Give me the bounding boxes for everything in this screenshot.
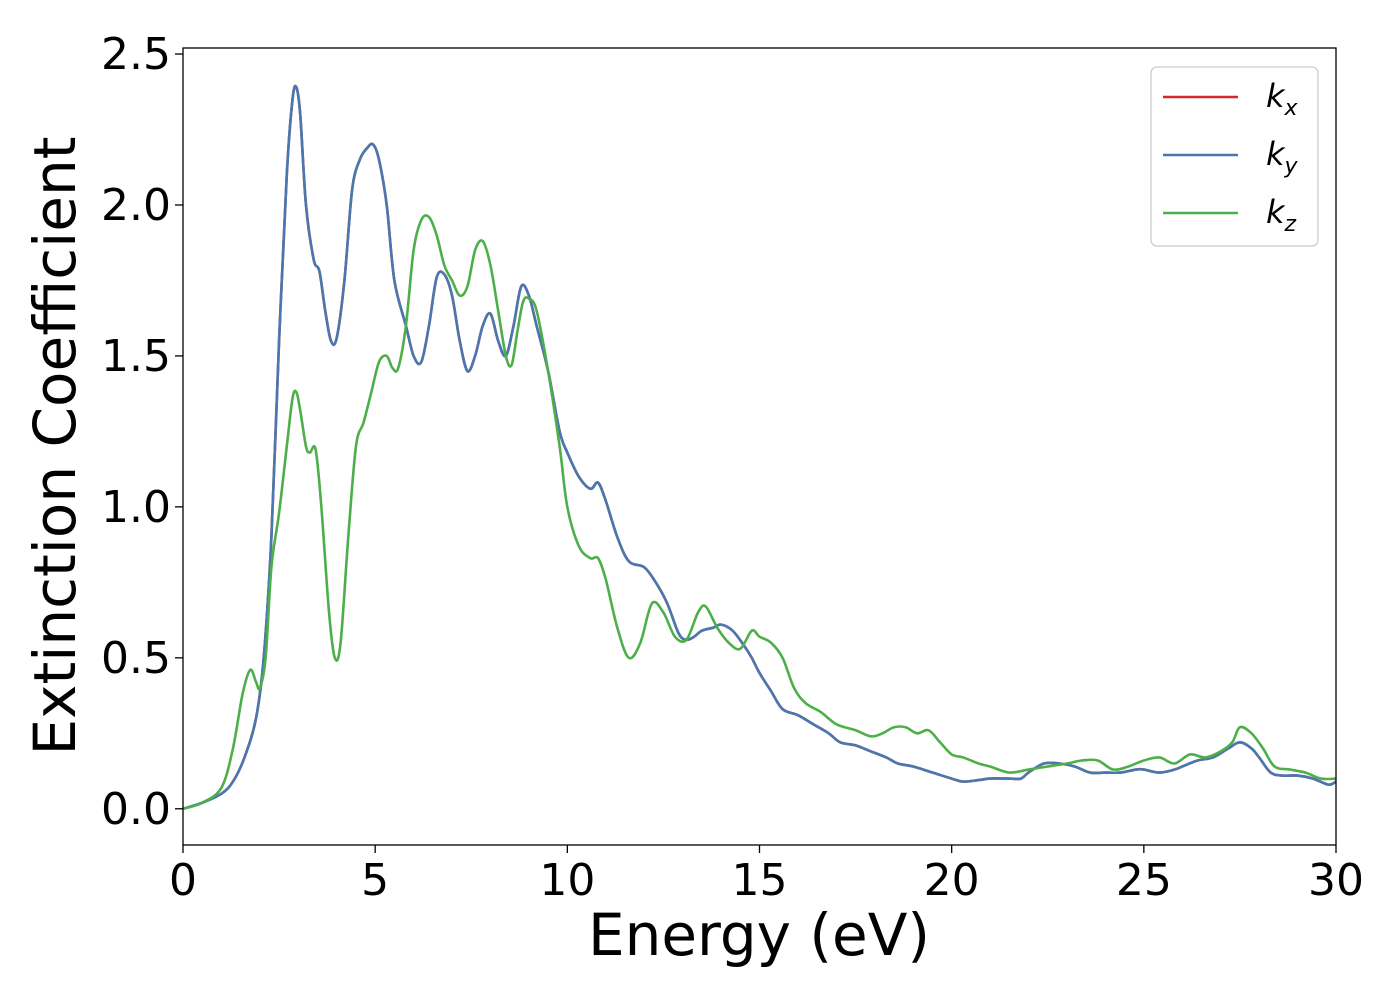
y-tick-label: 0.0 bbox=[101, 784, 171, 835]
legend-subscript: z bbox=[1284, 212, 1297, 237]
series-line-kz bbox=[182, 214, 1337, 811]
legend-subscript: y bbox=[1284, 154, 1299, 179]
y-tick-label: 1.5 bbox=[101, 331, 171, 382]
legend-subscript: x bbox=[1284, 96, 1299, 121]
series-layer bbox=[182, 84, 1337, 811]
x-tick-label: 25 bbox=[1116, 855, 1172, 906]
y-axis-label: Extinction Coefficient bbox=[21, 137, 89, 756]
x-tick-label: 5 bbox=[361, 855, 389, 906]
x-tick-label: 10 bbox=[539, 855, 595, 906]
x-tick-label: 0 bbox=[169, 855, 197, 906]
x-tick-label: 30 bbox=[1308, 855, 1364, 906]
y-axis: 0.0 0.5 1.0 1.5 2.0 2.5 bbox=[101, 29, 183, 835]
y-tick-label: 1.0 bbox=[101, 482, 171, 533]
series-line-ky bbox=[182, 84, 1337, 811]
x-axis: 0 5 10 15 20 25 30 bbox=[169, 845, 1364, 906]
y-tick-label: 2.5 bbox=[101, 29, 171, 80]
legend-frame bbox=[1150, 66, 1319, 247]
y-tick-label: 0.5 bbox=[101, 633, 171, 684]
x-tick-label: 20 bbox=[924, 855, 980, 906]
x-axis-label: Energy (eV) bbox=[588, 901, 930, 969]
x-tick-label: 15 bbox=[732, 855, 788, 906]
y-tick-label: 2.0 bbox=[101, 180, 171, 231]
